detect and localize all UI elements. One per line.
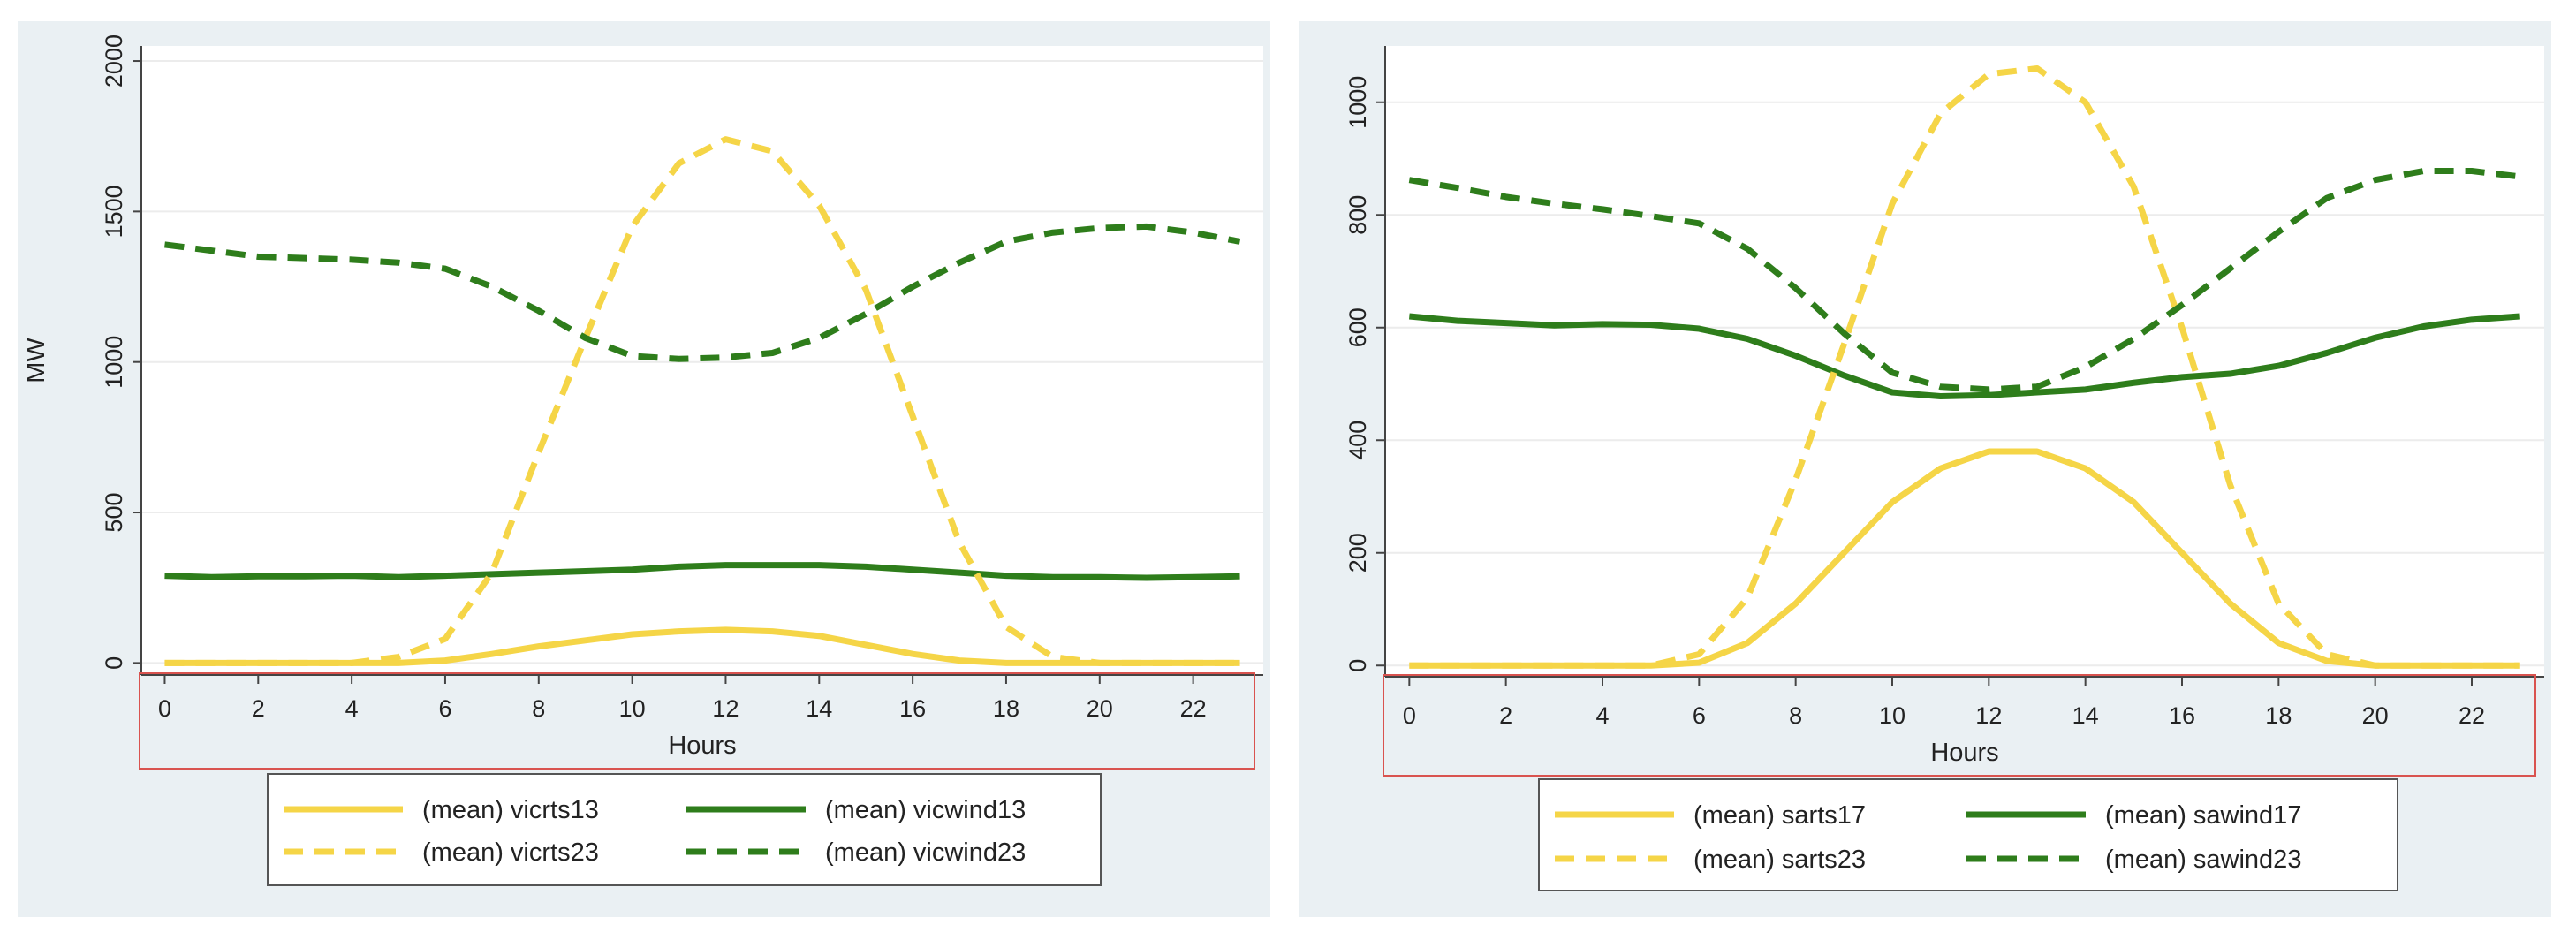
x-tick-label: 4 [1595, 702, 1609, 729]
legend-label: (mean) vicrts23 [422, 838, 599, 867]
x-tick-label: 20 [1087, 695, 1113, 722]
series-line [164, 626, 1240, 666]
series-line [1409, 65, 2520, 669]
y-tick-label: 800 [1345, 195, 1371, 235]
chart-panel-vic: 0 500 1000 1500 2000 MW 0 2 4 6 8 10 12 14 16 18 20 22 Hou… [18, 21, 1270, 917]
series-line [1409, 448, 2520, 669]
legend-label: (mean) vicwind23 [825, 838, 1026, 867]
x-tick-label: 20 [2362, 702, 2389, 729]
x-tick-label: 12 [1975, 702, 2002, 729]
series-line [164, 136, 1240, 666]
x-tick-label: 18 [993, 695, 1019, 722]
legend-label: (mean) vicrts13 [422, 796, 599, 824]
series-line [164, 223, 1241, 362]
y-tick-label: 500 [101, 493, 127, 533]
x-tick-label: 6 [438, 695, 451, 722]
y-tick-label: 1000 [1345, 76, 1371, 129]
x-tick-label: 16 [899, 695, 926, 722]
x-axis-title: Hours [668, 732, 736, 760]
x-tick-label: 14 [2072, 702, 2099, 729]
y-tick-label: 400 [1345, 421, 1371, 460]
legend-label: (mean) vicwind13 [825, 796, 1026, 824]
y-tick-label: 200 [1345, 533, 1371, 573]
y-tick-label: 1500 [101, 185, 127, 238]
chart-svg-sa: 0 200 400 600 800 1000 0 2 4 6 8 10 12 14 16 18 20 22 Hour… [1345, 46, 2544, 891]
x-tick-label: 8 [1789, 702, 1802, 729]
x-tick-label: 14 [806, 695, 832, 722]
y-tick-label: 1000 [101, 336, 127, 389]
x-tick-label: 22 [1180, 695, 1207, 722]
x-tick-label: 6 [1693, 702, 1706, 729]
chart-panel-sa: 0 200 400 600 800 1000 0 2 4 6 8 10 12 14 16 18 20 22 Hour… [1299, 21, 2551, 917]
x-axis-title: Hours [1930, 739, 1998, 767]
y-tick-label: 2000 [101, 34, 127, 87]
x-tick-label: 0 [1403, 702, 1416, 729]
series-line [1409, 313, 2520, 400]
series-line [164, 562, 1240, 581]
x-tick-label: 10 [619, 695, 646, 722]
y-axis-title: MW [22, 338, 50, 383]
x-tick-label: 2 [1499, 702, 1512, 729]
y-tick-label: 0 [1345, 659, 1371, 672]
x-tick-label: 18 [2265, 702, 2292, 729]
legend-box [267, 773, 1102, 886]
y-tick-label: 0 [101, 656, 127, 670]
y-tick-label: 600 [1345, 307, 1371, 347]
x-tick-label: 0 [158, 695, 171, 722]
x-tick-label: 8 [532, 695, 545, 722]
plot-area [1385, 46, 2544, 677]
legend-box [1538, 778, 2398, 891]
legend-label: (mean) sawind17 [2105, 801, 2301, 830]
chart-svg-vic: 0 500 1000 1500 2000 MW 0 2 4 6 8 10 12 14 16 18 20 22 Hou… [22, 34, 1263, 886]
legend-label: (mean) sarts17 [1693, 801, 1866, 830]
x-tick-label: 22 [2459, 702, 2485, 729]
series-line [1408, 168, 2521, 393]
x-tick-label: 2 [252, 695, 265, 722]
x-tick-label: 10 [1879, 702, 1905, 729]
x-axis-highlight-box [1383, 674, 2536, 777]
x-axis-highlight-box [139, 672, 1255, 770]
legend-label: (mean) sawind23 [2105, 846, 2301, 874]
legend-label: (mean) sarts23 [1693, 846, 1866, 874]
x-tick-label: 4 [345, 695, 359, 722]
x-tick-label: 16 [2169, 702, 2195, 729]
x-tick-label: 12 [712, 695, 739, 722]
